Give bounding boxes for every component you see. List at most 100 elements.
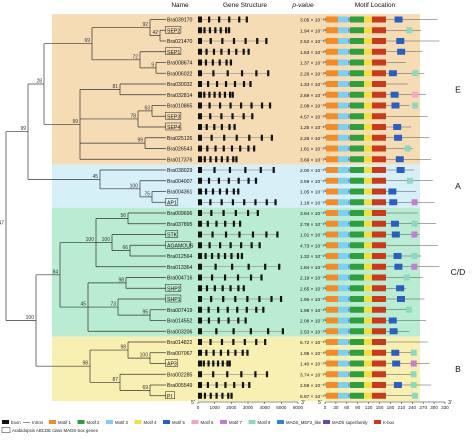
motif-1 <box>326 27 338 34</box>
motif-3 <box>338 253 348 259</box>
exon <box>211 59 214 66</box>
motif-4 <box>364 145 372 152</box>
k-box <box>372 156 386 163</box>
exon <box>233 81 237 87</box>
exon <box>223 91 227 98</box>
exon <box>207 306 210 313</box>
exon <box>234 210 237 216</box>
gene-row: Bra026543 1.81 × 10⁻¹⁰² <box>167 145 413 153</box>
motif-3 <box>338 102 348 109</box>
bootstrap-value: 72 <box>132 54 138 60</box>
exon <box>258 296 261 302</box>
motif-1 <box>326 167 338 173</box>
k-box <box>372 382 386 388</box>
motif-2 <box>350 242 364 249</box>
legend-swatch <box>374 420 381 424</box>
exon <box>204 59 208 66</box>
motif-2 <box>350 339 364 345</box>
exon <box>225 59 228 66</box>
k-box <box>372 306 386 313</box>
exon <box>233 124 236 130</box>
gene-rows: Bra039170 3.05 × 10⁻⁶² SEP2 1.94 × 10⁻¹⁰² Br… <box>165 16 440 400</box>
motif-tick-label: 270 <box>419 405 427 410</box>
gene-name: SHP2 <box>167 286 181 292</box>
gene-row: Bra007067 1.95 × 10⁻¹⁰² <box>167 349 417 357</box>
exon <box>212 48 216 55</box>
p-value: 2.08 × 10⁻¹⁰² <box>300 319 328 325</box>
gene-row: Bra003206 2.53 × 10⁻¹⁰² <box>167 328 410 335</box>
motif-4 <box>364 134 372 141</box>
motif-extra <box>412 70 419 77</box>
exon <box>211 188 215 195</box>
gene-row: SEP4 1.25 × 10⁻¹⁰² <box>165 122 412 131</box>
bootstrap-value: 69 <box>142 385 148 391</box>
motif-1 <box>326 102 338 109</box>
gene-row: SEP1 1.53 × 10⁻¹⁰² <box>165 47 423 56</box>
p-value: 1.18 × 10⁻¹⁰² <box>300 200 328 206</box>
motif-3 <box>338 70 348 77</box>
p-value: 3.66 × 10⁻¹⁰² <box>300 157 328 163</box>
legend: Exon Intron Motif 1 Motif 2 Motif 3 Motif 4 Mo… <box>1 420 395 433</box>
motif-1 <box>326 231 338 238</box>
motif-3 <box>338 59 348 66</box>
gene-row: Bra032814 2.69 × 10⁻¹⁰² <box>167 91 427 99</box>
exon <box>265 38 268 44</box>
gene-tick-label: 6000 <box>293 405 304 410</box>
motif-5 <box>390 220 399 227</box>
p-value: 2.52 × 10⁻¹⁰² <box>300 39 328 45</box>
exon <box>198 285 202 292</box>
k-box <box>372 339 386 345</box>
bootstrap-values: 42 92 9 72 69 81 63 78 99 99 28 75 100 45 99 56 66 100 100… <box>0 22 158 391</box>
exon <box>222 296 225 302</box>
exon <box>231 91 234 98</box>
motif-1 <box>326 263 338 270</box>
p-value: 1.01 × 10⁻¹⁰² <box>300 233 328 239</box>
motif-1 <box>326 220 338 227</box>
legend-label: Exon <box>11 420 21 425</box>
gene-row: STK 1.01 × 10⁻¹⁰² <box>165 230 420 239</box>
exon <box>215 328 218 335</box>
gene-name: Bra010865 <box>167 104 192 110</box>
exon <box>220 48 223 55</box>
motif-4 <box>364 70 372 77</box>
gene-name: STK <box>167 233 178 239</box>
exon <box>228 124 231 130</box>
motif-1 <box>326 38 338 44</box>
exon <box>227 349 230 356</box>
motif-extra <box>406 177 413 184</box>
gene-name: Bra004716 <box>167 276 192 282</box>
motif-1 <box>326 339 338 345</box>
exon <box>223 253 227 259</box>
motif-1 <box>326 48 338 55</box>
gene-name: Bra007067 <box>167 351 192 357</box>
exon <box>251 231 255 238</box>
motif-5 <box>391 349 400 356</box>
motif-extra <box>412 392 419 399</box>
exon <box>234 296 237 302</box>
p-value: 4.73 × 10⁻¹⁰² <box>300 243 328 249</box>
exon <box>218 188 222 195</box>
exon <box>212 371 215 378</box>
motif-5 <box>393 124 402 130</box>
exon <box>243 199 246 206</box>
gene-name: Bra014552 <box>167 319 192 325</box>
exon <box>238 16 241 23</box>
ref-gene-box <box>165 294 182 303</box>
exon <box>230 253 233 259</box>
ref-gene-box <box>165 359 179 367</box>
motif-5 <box>395 156 404 163</box>
motif-2 <box>350 48 364 55</box>
bootstrap-value: 47 <box>0 221 4 227</box>
exon <box>205 48 208 55</box>
motif-1 <box>326 328 338 335</box>
exon <box>260 102 264 109</box>
k-box <box>372 16 386 23</box>
k-box <box>372 124 386 130</box>
motif-3 <box>338 382 348 388</box>
motif-extra <box>405 306 412 313</box>
motif-1 <box>326 382 338 388</box>
motif-4 <box>364 253 372 259</box>
exon <box>198 113 202 120</box>
exon <box>198 91 202 98</box>
motif-5 <box>389 328 398 335</box>
